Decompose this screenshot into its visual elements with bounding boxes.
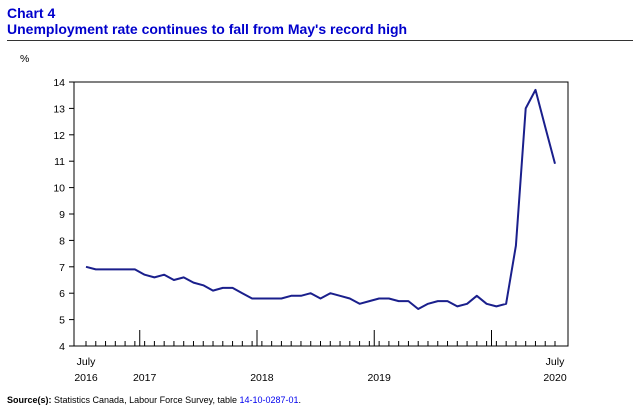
y-tick-label: 11 — [54, 156, 65, 168]
plot-frame — [73, 81, 569, 347]
y-tick-label: 13 — [53, 103, 65, 115]
x-axis: July 2016 2017 2018 2019 July 2020 — [74, 330, 567, 384]
x-tick-label-year: 2017 — [133, 372, 157, 384]
x-tick-label-year: 2019 — [367, 372, 391, 384]
y-tick-label: 8 — [59, 235, 65, 247]
x-tick-label-month: July — [546, 356, 565, 368]
y-tick-label: 4 — [59, 341, 65, 353]
unemployment-rate-line — [85, 88, 556, 310]
chart-header: Chart 4 Unemployment rate continues to f… — [7, 5, 633, 37]
y-axis: 4 5 6 7 8 9 10 11 12 13 14 — [53, 77, 74, 353]
source-text: Statistics Canada, Labour Force Survey, … — [54, 395, 237, 405]
y-tick-label: 6 — [59, 288, 65, 300]
x-tick-label-year: 2020 — [543, 372, 567, 384]
chart-number: Chart 4 — [7, 5, 56, 21]
source-end: . — [298, 395, 302, 405]
x-tick-label-year: 2016 — [74, 372, 98, 384]
source-label: Source(s): — [7, 395, 52, 405]
y-tick-label: 14 — [53, 77, 65, 89]
plot-area — [73, 81, 569, 347]
y-tick-label: 5 — [59, 315, 65, 327]
source-note: Source(s): Statistics Canada, Labour For… — [7, 395, 301, 405]
x-tick-label-year: 2018 — [250, 372, 274, 384]
y-tick-label: 10 — [53, 183, 65, 195]
y-tick-label: 7 — [59, 262, 65, 274]
x-tick-label-month: July — [77, 356, 96, 368]
y-axis-unit-label: % — [20, 53, 29, 65]
y-tick-label: 9 — [59, 209, 65, 221]
y-tick-label: 12 — [53, 130, 65, 142]
chart-title: Unemployment rate continues to fall from… — [7, 21, 408, 37]
title-rule — [7, 40, 633, 41]
source-table-link[interactable]: 14-10-0287-01 — [239, 395, 299, 405]
